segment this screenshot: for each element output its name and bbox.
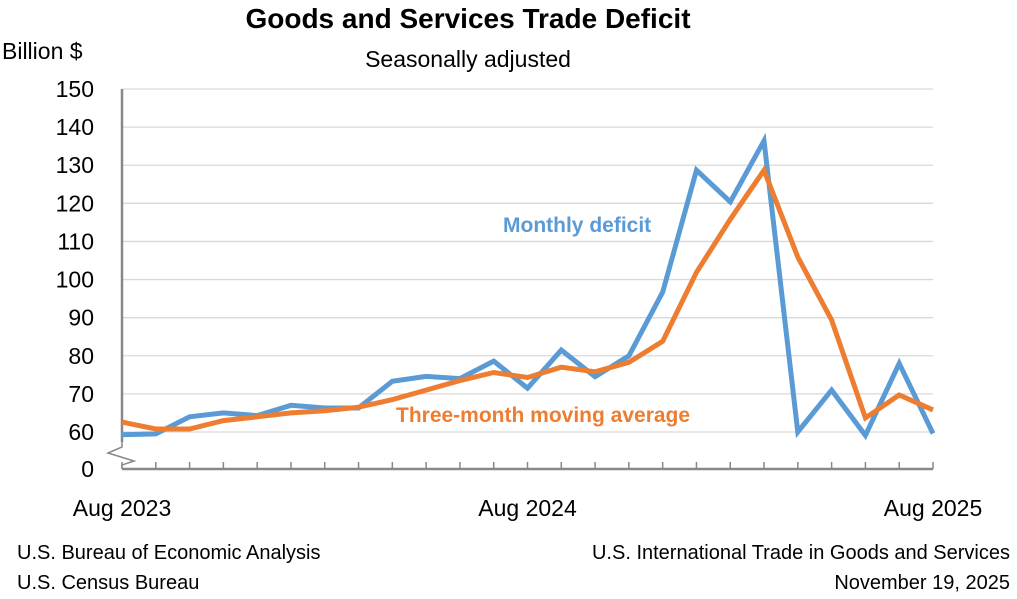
monthly-deficit-line [121,132,936,441]
chart-subtitle: Seasonally adjusted [365,46,571,72]
x-tick-label: Aug 2024 [478,495,577,521]
x-tick-label: Aug 2023 [73,495,171,521]
y-tick-label: 90 [68,305,94,331]
y-tick-label: 150 [56,76,94,102]
source-line-1: U.S. Bureau of Economic Analysis [17,542,320,564]
y-tick-label: 80 [68,343,94,369]
y-tick-label: 130 [56,152,94,178]
y-tick-label: 110 [57,228,94,254]
x-tick-label: Aug 2025 [884,495,982,521]
y-tick-label: 70 [68,381,94,407]
y-axis-label: Billion $ [2,38,83,64]
y-tick-label: 100 [56,267,94,293]
legend-moving-average: Three-month moving average [396,404,690,427]
y-axis-break [105,442,137,469]
chart-title: Goods and Services Trade Deficit [245,3,690,34]
y-tick-label: 0 [81,456,94,482]
y-tick-label: 60 [68,419,94,445]
source-line-2: U.S. Census Bureau [17,572,199,594]
release-date: November 19, 2025 [834,572,1010,594]
y-tick-label: 140 [56,114,94,140]
release-title: U.S. International Trade in Goods and Se… [592,542,1010,564]
y-tick-label: 120 [56,190,94,216]
legend-monthly-deficit: Monthly deficit [503,214,651,237]
